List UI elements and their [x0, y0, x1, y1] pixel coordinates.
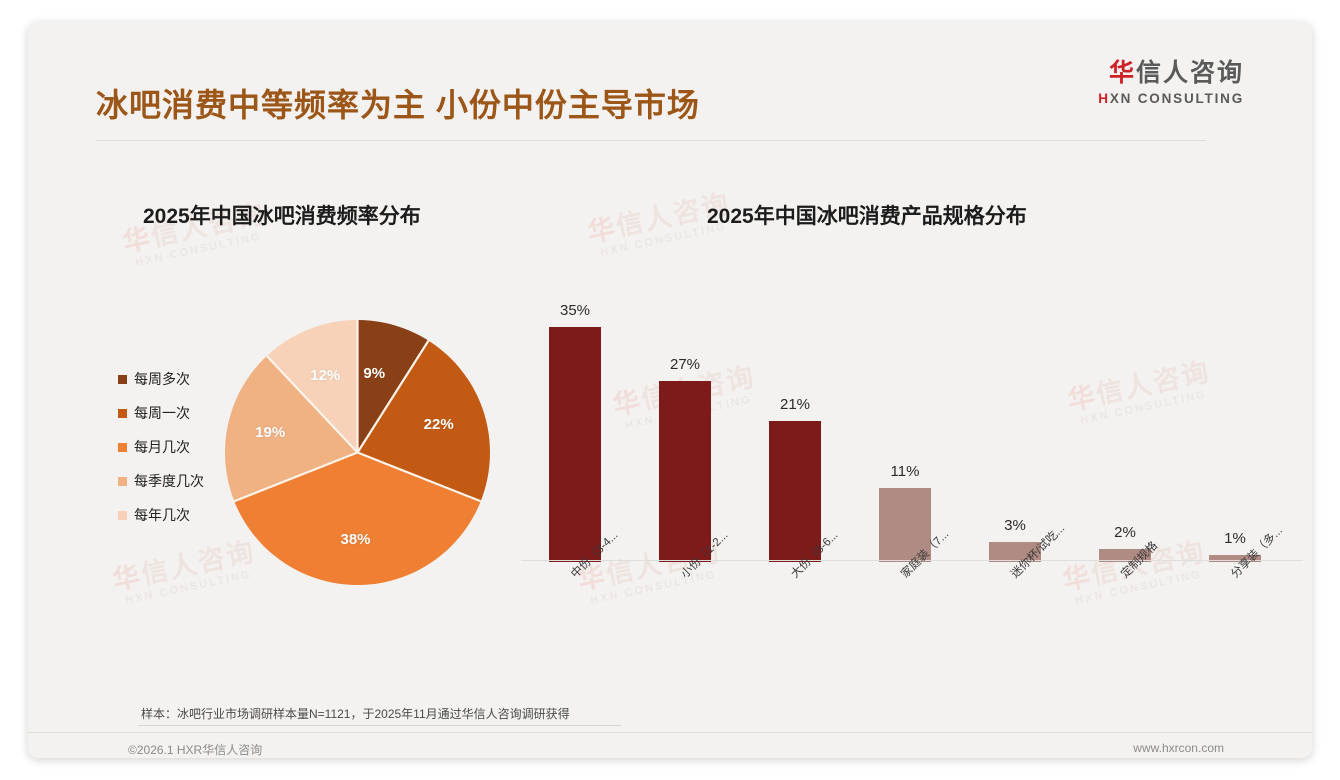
copyright-text: ©2026.1 HXR华信人咨询	[128, 743, 263, 757]
bar-chart: 35% 27% 21% 11% 3% 2% 1%	[521, 280, 1301, 562]
website-link[interactable]: www.hxrcon.com	[1133, 741, 1224, 755]
slide-header: 冰吧消费中等频率为主 小份中份主导市场 华信人咨询 HXN CONSULTING	[28, 22, 1312, 144]
legend-swatch-icon	[118, 476, 127, 486]
legend-item[interactable]: 每月几次	[118, 430, 204, 464]
bar-rect[interactable]	[659, 380, 711, 562]
bar-value-label: 21%	[779, 396, 811, 413]
logo-cn-rest: 信人咨询	[1135, 59, 1244, 87]
bar-column[interactable]: 35%	[549, 280, 601, 562]
bar-rect[interactable]	[549, 327, 601, 562]
bar-value-label: 3%	[1004, 516, 1026, 534]
watermark-cn-red: 华	[584, 212, 620, 248]
bar-rect[interactable]	[879, 488, 931, 562]
watermark-cn-red: 华	[109, 560, 145, 596]
sample-note: 样本：冰吧行业市场调研样本量N=1121，于2025年11月通过华信人咨询调研获…	[141, 707, 570, 721]
bar-column[interactable]: 1%	[1209, 280, 1261, 562]
logo-en-rest: XN CONSULTING	[1109, 90, 1244, 106]
legend-item-label: 每月几次	[134, 439, 190, 455]
bar-value-label: 27%	[669, 355, 701, 373]
legend-item[interactable]: 每周多次	[118, 362, 204, 396]
legend-item[interactable]: 每年几次	[118, 498, 204, 532]
pie-legend: 每周多次每周一次每月几次每季度几次每年几次	[118, 362, 204, 532]
bar-value-label: 11%	[890, 463, 920, 481]
pie-chart	[225, 320, 490, 585]
legend-item-label: 每季度几次	[134, 473, 204, 489]
bar-column[interactable]: 21%	[769, 280, 821, 562]
legend-swatch-icon	[118, 442, 127, 452]
legend-swatch-icon	[118, 408, 127, 418]
watermark-en: HXN CONSULTING	[1074, 568, 1203, 608]
legend-item-label: 每年几次	[134, 507, 190, 523]
pie-slice-separators	[233, 320, 482, 503]
logo-en-red: H	[1098, 90, 1110, 106]
slide-card: 华信人咨询 HXN CONSULTING 华信人咨询 HXN CONSULTIN…	[28, 22, 1312, 758]
legend-item[interactable]: 每周一次	[118, 396, 204, 430]
bar-rect[interactable]	[989, 541, 1041, 562]
bar-column[interactable]: 27%	[659, 280, 711, 562]
legend-item-label: 每周一次	[134, 405, 190, 421]
bar-rect[interactable]	[1099, 548, 1151, 562]
bar-chart-axis	[521, 560, 1303, 561]
bar-value-label: 1%	[1224, 530, 1246, 548]
pie-slice-value: 9%	[363, 364, 386, 382]
footer-divider	[28, 732, 1312, 733]
bar-column[interactable]: 3%	[989, 280, 1041, 562]
legend-item[interactable]: 每季度几次	[118, 464, 204, 498]
bar-rect[interactable]	[1209, 555, 1261, 562]
legend-item-label: 每周多次	[134, 371, 190, 387]
bar-value-label: 2%	[1114, 523, 1136, 541]
brand-logo: 华信人咨询 HXN CONSULTING	[1098, 59, 1244, 106]
pie-slice-value: 38%	[340, 530, 371, 548]
watermark-cn-red: 华	[1059, 560, 1095, 596]
bar-rect[interactable]	[769, 421, 821, 562]
bar-chart-title: 2025年中国冰吧消费产品规格分布	[707, 205, 1027, 228]
logo-cn-red: 华	[1108, 59, 1136, 87]
bar-column[interactable]: 11%	[879, 280, 931, 562]
pie-chart-title: 2025年中国冰吧消费频率分布	[143, 205, 421, 228]
title-divider	[96, 140, 1206, 141]
watermark-en: HXN CONSULTING	[134, 230, 263, 270]
bar-value-label: 35%	[559, 302, 591, 319]
legend-swatch-icon	[118, 510, 127, 520]
pie-slice-value: 22%	[423, 416, 454, 434]
bar-column[interactable]: 2%	[1099, 280, 1151, 562]
pie-slice-value: 19%	[255, 424, 286, 442]
pie-slice-value: 12%	[310, 367, 341, 385]
watermark-en: HXN CONSULTING	[589, 568, 718, 608]
page-title: 冰吧消费中等频率为主 小份中份主导市场	[96, 87, 700, 123]
legend-swatch-icon	[118, 374, 127, 384]
sample-note-divider	[138, 725, 621, 726]
